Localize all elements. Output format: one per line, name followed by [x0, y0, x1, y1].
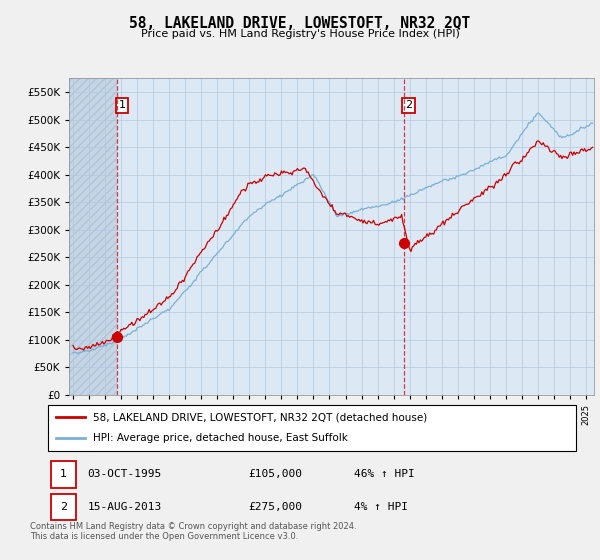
Text: 1: 1	[60, 469, 67, 479]
FancyBboxPatch shape	[50, 461, 76, 488]
Text: Contains HM Land Registry data © Crown copyright and database right 2024.
This d: Contains HM Land Registry data © Crown c…	[30, 522, 356, 542]
Text: HPI: Average price, detached house, East Suffolk: HPI: Average price, detached house, East…	[93, 433, 348, 444]
Text: 03-OCT-1995: 03-OCT-1995	[88, 469, 162, 479]
FancyBboxPatch shape	[48, 405, 576, 451]
Bar	[69, 78, 117, 395]
Text: Price paid vs. HM Land Registry's House Price Index (HPI): Price paid vs. HM Land Registry's House …	[140, 29, 460, 39]
Text: 2: 2	[60, 502, 67, 512]
Text: 46% ↑ HPI: 46% ↑ HPI	[354, 469, 415, 479]
Text: £275,000: £275,000	[248, 502, 302, 512]
Text: 2: 2	[405, 100, 412, 110]
Text: 15-AUG-2013: 15-AUG-2013	[88, 502, 162, 512]
FancyBboxPatch shape	[50, 494, 76, 520]
Text: 58, LAKELAND DRIVE, LOWESTOFT, NR32 2QT (detached house): 58, LAKELAND DRIVE, LOWESTOFT, NR32 2QT …	[93, 412, 427, 422]
Text: 1: 1	[118, 100, 125, 110]
Text: £105,000: £105,000	[248, 469, 302, 479]
Text: 4% ↑ HPI: 4% ↑ HPI	[354, 502, 408, 512]
Text: 58, LAKELAND DRIVE, LOWESTOFT, NR32 2QT: 58, LAKELAND DRIVE, LOWESTOFT, NR32 2QT	[130, 16, 470, 31]
